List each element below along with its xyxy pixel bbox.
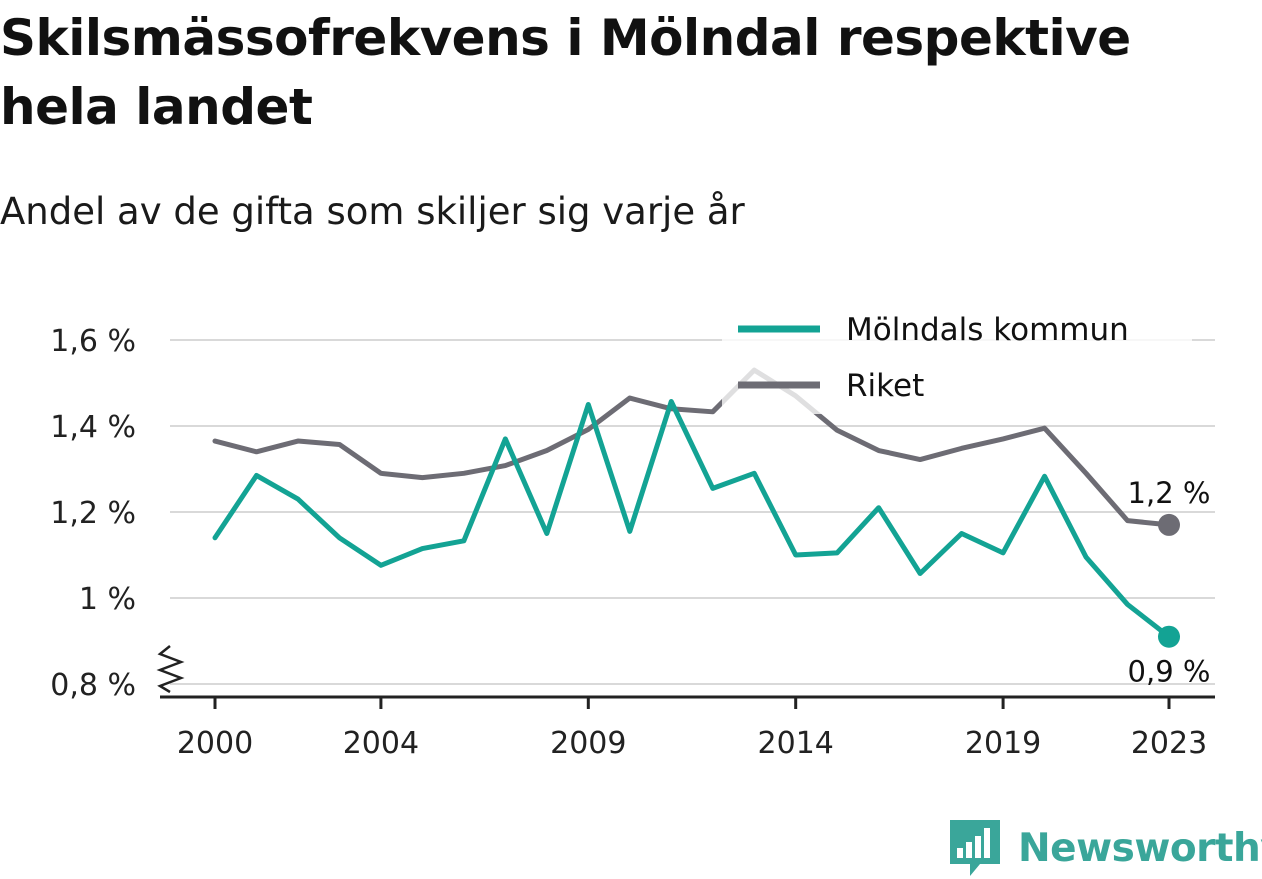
x-tick-label: 2000 [177,726,253,761]
legend-label-0: Mölndals kommun [846,312,1129,348]
x-tick-label: 2023 [1131,726,1207,761]
x-tick-label: 2009 [550,726,626,761]
x-tick-label: 2014 [758,726,834,761]
end-labels: 0,9 % 1,2 % [1128,476,1211,689]
series-line-0 [212,398,1172,640]
x-tick-label: 2004 [343,726,419,761]
y-tick-label: 1,2 % [50,496,136,531]
y-tick-label: 1,6 % [50,324,136,359]
series [212,367,1180,648]
y-tick-label: 0,8 % [50,668,136,703]
series-end-point-1 [1158,513,1180,536]
x-tick-label: 2019 [965,726,1041,761]
end-value-label-1: 1,2 % [1128,476,1211,510]
series-end-point-0 [1158,625,1180,648]
series-line-1 [212,367,1172,528]
brand-name: Newsworthy [1018,825,1262,871]
axis-break-icon [156,645,185,694]
y-tick-label: 1,4 % [50,410,136,445]
y-tick-label: 1 % [79,582,136,617]
end-value-label-0: 0,9 % [1128,655,1211,689]
newsworthy-logo-icon [950,820,1000,876]
chart-title: Skilsmässofrekvens i Mölndal respektive … [0,9,1131,136]
legend: Mölndals kommun Riket [722,308,1192,414]
newsworthy-logo: Newsworthy [950,818,1262,878]
chart-subtitle: Andel av de gifta som skiljer sig varje … [0,190,745,233]
legend-label-1: Riket [846,368,924,404]
axes: 0,8 % 1 % 1,2 % 1,4 % 1,6 % 2000 2004 2009 2014 2… [50,324,1215,761]
